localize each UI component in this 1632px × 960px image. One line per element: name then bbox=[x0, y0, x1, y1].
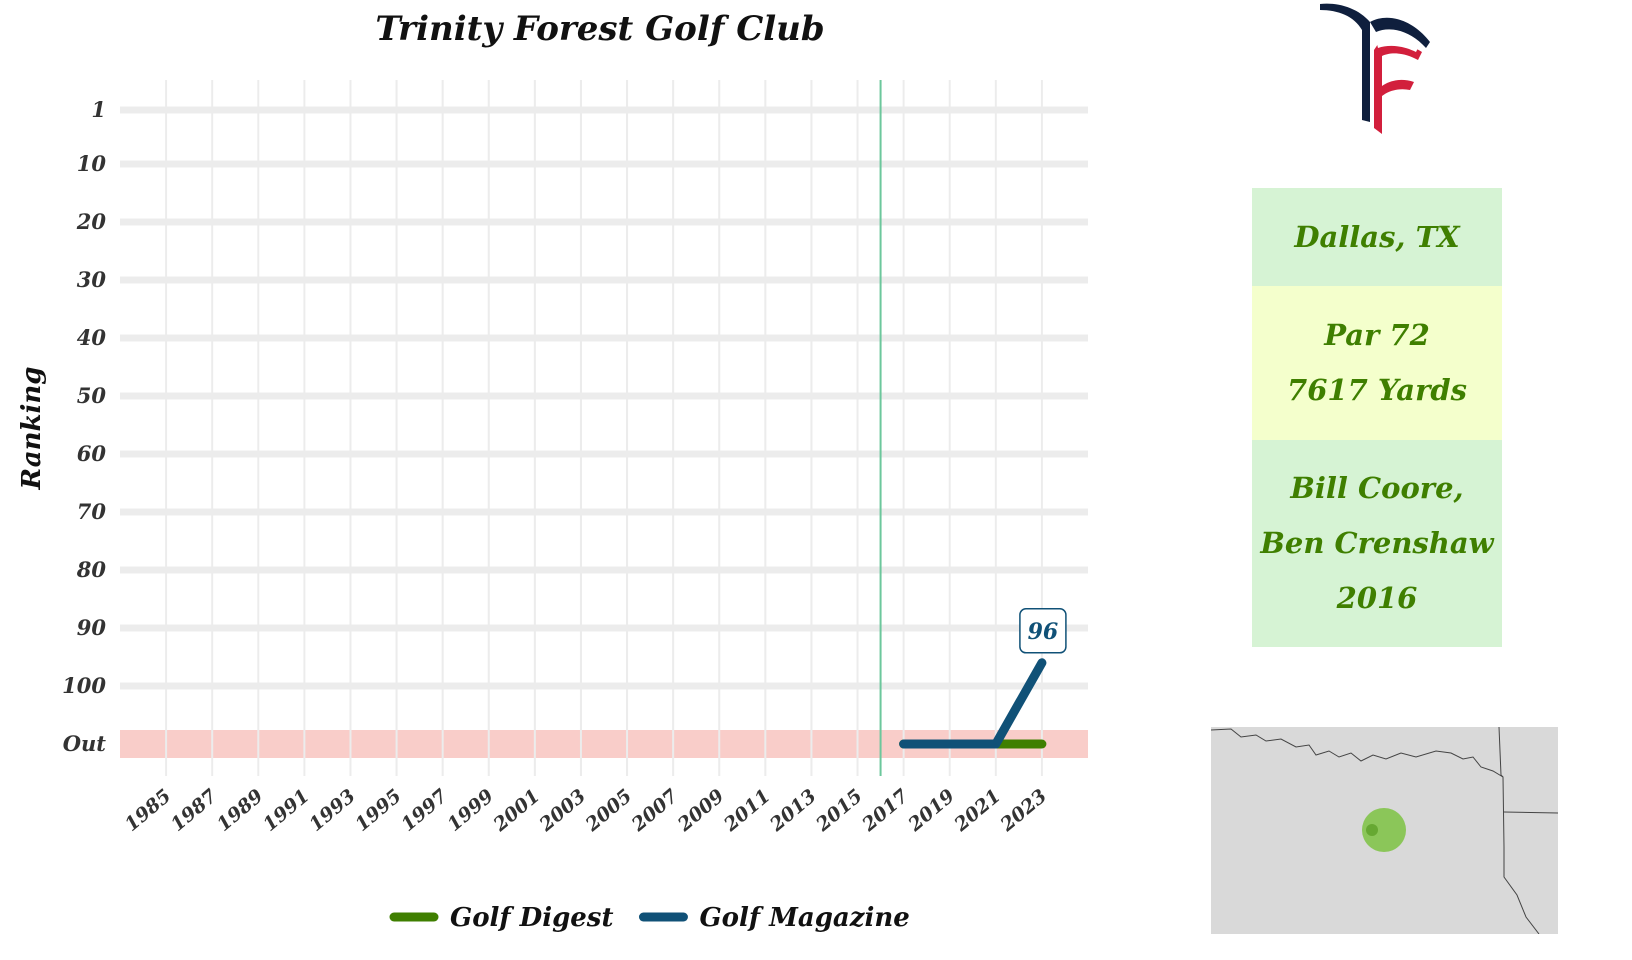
y-tick-label: 50 bbox=[77, 383, 107, 408]
x-tick-label: 2011 bbox=[719, 785, 774, 836]
x-tick-label: 1999 bbox=[443, 785, 498, 836]
series-point-1 bbox=[902, 743, 905, 745]
x-tick-label: 1991 bbox=[259, 785, 314, 836]
course-info-panel: Dallas, TX Par 72 7617 Yards Bill Coore,… bbox=[1252, 188, 1502, 647]
legend: Golf Digest Golf Magazine bbox=[389, 903, 910, 933]
x-tick-label: 1989 bbox=[213, 785, 268, 836]
y-tick-label: 30 bbox=[77, 267, 107, 292]
x-tick-label: 2005 bbox=[581, 785, 636, 836]
architect-line-1: Bill Coore, bbox=[1290, 471, 1464, 505]
map-border-ar-la bbox=[1503, 811, 1558, 814]
x-tick-label: 1997 bbox=[397, 785, 452, 836]
x-tick-label: 1987 bbox=[167, 785, 222, 836]
architect-box: Bill Coore, Ben Crenshaw 2016 bbox=[1252, 440, 1502, 647]
series-point-1 bbox=[948, 743, 951, 745]
x-tick-label: 2013 bbox=[765, 785, 820, 836]
region-locator-map bbox=[1211, 727, 1558, 934]
x-tick-label: 2017 bbox=[857, 785, 912, 836]
series-point-1 bbox=[1040, 661, 1043, 664]
plot-area: 1102030405060708090100Out198519871989199… bbox=[62, 80, 1088, 836]
architect-line-2: Ben Crenshaw bbox=[1260, 526, 1494, 560]
y-tick-label: 1 bbox=[91, 97, 106, 122]
x-tick-label: 2019 bbox=[904, 785, 959, 836]
annotation-box bbox=[1019, 608, 1067, 654]
location-box: Dallas, TX bbox=[1252, 188, 1502, 286]
map-border-red-river bbox=[1211, 728, 1504, 778]
legend-label-1: Golf Magazine bbox=[699, 903, 909, 933]
series-line-1 bbox=[899, 658, 1047, 749]
map-location-marker-core bbox=[1366, 824, 1378, 836]
y-tick-label: 20 bbox=[76, 209, 107, 234]
legend-label-0: Golf Digest bbox=[450, 903, 613, 933]
logo-white-cut bbox=[1376, 38, 1418, 52]
par-text: Par 72 bbox=[1324, 318, 1430, 352]
y-tick-label: 10 bbox=[77, 151, 107, 176]
map-location-marker bbox=[1362, 808, 1406, 852]
y-tick-label: 60 bbox=[77, 441, 107, 466]
y-tick-label: Out bbox=[63, 731, 107, 756]
x-tick-label: 2003 bbox=[535, 785, 590, 836]
logo-red-stroke bbox=[1374, 42, 1422, 134]
year-opened-text: 2016 bbox=[1336, 581, 1418, 615]
x-tick-label: 1993 bbox=[305, 785, 360, 836]
x-tick-label: 2001 bbox=[489, 785, 544, 836]
x-tick-label: 2023 bbox=[996, 785, 1051, 836]
chart-title: Trinity Forest Golf Club bbox=[375, 9, 824, 49]
x-tick-label: 1995 bbox=[351, 785, 406, 836]
par-yards-box: Par 72 7617 Yards bbox=[1252, 286, 1502, 440]
tf-monogram-logo bbox=[1318, 0, 1438, 140]
logo-navy-wing bbox=[1370, 17, 1430, 48]
annotation-label: 96 bbox=[1028, 619, 1059, 645]
series-point-1 bbox=[994, 743, 997, 745]
logo-navy-stroke bbox=[1320, 3, 1370, 122]
x-tick-label: 2021 bbox=[950, 785, 1005, 836]
y-tick-label: 90 bbox=[77, 615, 107, 640]
series-point-0 bbox=[1040, 743, 1043, 745]
y-tick-label: 80 bbox=[76, 557, 107, 582]
yards-text: 7617 Yards bbox=[1287, 373, 1467, 407]
location-text: Dallas, TX bbox=[1294, 219, 1460, 254]
y-axis-label: Ranking bbox=[17, 367, 47, 491]
x-tick-label: 2015 bbox=[811, 785, 866, 836]
y-tick-label: 40 bbox=[77, 325, 107, 350]
y-tick-label: 100 bbox=[62, 673, 106, 698]
x-tick-label: 1985 bbox=[121, 785, 176, 836]
x-tick-label: 2007 bbox=[627, 785, 682, 836]
y-tick-label: 70 bbox=[77, 499, 107, 524]
x-tick-label: 2009 bbox=[673, 785, 728, 836]
map-border-east bbox=[1498, 727, 1540, 934]
